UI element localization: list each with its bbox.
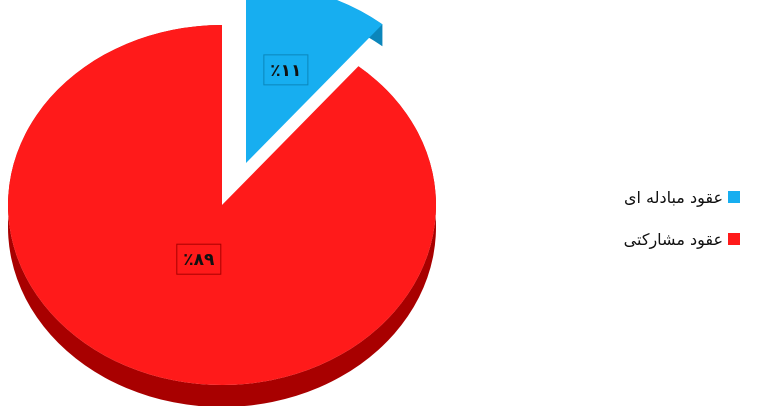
legend-item-exchange-contracts: عقود مبادله ای [624,186,740,208]
legend-label: عقود مبادله ای [623,187,723,207]
data-label-box [263,54,309,86]
data-label-1: ٪۸۹ [176,243,222,275]
pie-slice-1 [7,25,436,406]
data-label-text: ٪۱۱ [270,61,301,81]
chart-legend: عقود مبادله ای عقود مشارکتی [624,186,740,270]
data-label-0: ٪۱۱ [263,54,309,86]
legend-swatch-red [728,233,740,245]
legend-swatch-blue [728,191,740,203]
pie-slice-0 [246,0,383,163]
data-label-text: ٪۸۹ [183,250,215,270]
pie-slice-top [7,25,436,386]
legend-label: عقود مشارکتی [623,229,723,249]
data-label-box [176,243,222,275]
pie-slice-top [246,0,383,163]
legend-item-partnership-contracts: عقود مشارکتی [624,228,740,250]
